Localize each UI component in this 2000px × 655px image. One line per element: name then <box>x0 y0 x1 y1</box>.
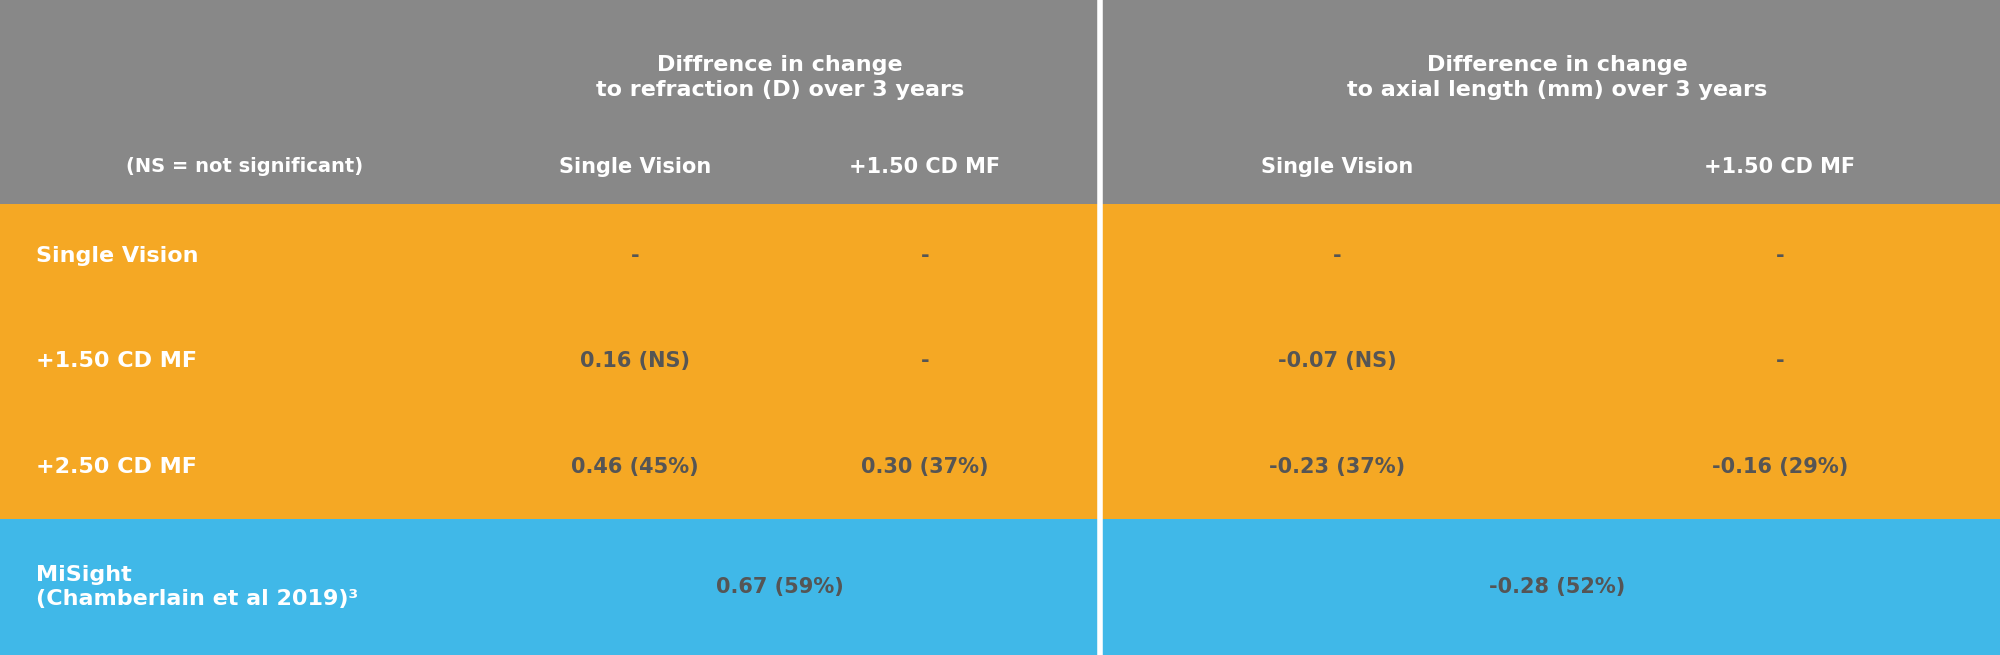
Text: 0.16 (NS): 0.16 (NS) <box>580 352 690 371</box>
Bar <box>0 414 2000 519</box>
Text: -: - <box>920 352 930 371</box>
Bar <box>0 309 2000 414</box>
Text: -0.23 (37%): -0.23 (37%) <box>1270 457 1406 477</box>
Text: -: - <box>1776 352 1784 371</box>
Text: Single Vision: Single Vision <box>1262 157 1414 177</box>
Text: -: - <box>920 246 930 266</box>
Text: -: - <box>630 246 640 266</box>
Text: Diffrence in change
to refraction (D) over 3 years: Diffrence in change to refraction (D) ov… <box>596 54 964 100</box>
Text: +1.50 CD MF: +1.50 CD MF <box>850 157 1000 177</box>
Bar <box>0 0 2000 204</box>
Text: 0.30 (37%): 0.30 (37%) <box>862 457 988 477</box>
Text: -: - <box>1334 246 1342 266</box>
Text: (NS = not significant): (NS = not significant) <box>126 157 364 176</box>
Text: -0.16 (29%): -0.16 (29%) <box>1712 457 1848 477</box>
Text: Difference in change
to axial length (mm) over 3 years: Difference in change to axial length (mm… <box>1348 54 1768 100</box>
Text: 0.46 (45%): 0.46 (45%) <box>572 457 698 477</box>
Text: MiSight
(Chamberlain et al 2019)³: MiSight (Chamberlain et al 2019)³ <box>36 565 358 609</box>
Text: -: - <box>1776 246 1784 266</box>
Text: -0.07 (NS): -0.07 (NS) <box>1278 352 1396 371</box>
Text: +1.50 CD MF: +1.50 CD MF <box>36 352 196 371</box>
Bar <box>0 204 2000 309</box>
Text: +2.50 CD MF: +2.50 CD MF <box>36 457 196 477</box>
Text: Single Vision: Single Vision <box>558 157 712 177</box>
Text: +1.50 CD MF: +1.50 CD MF <box>1704 157 1856 177</box>
Text: -0.28 (52%): -0.28 (52%) <box>1490 577 1626 597</box>
Text: Single Vision: Single Vision <box>36 246 198 266</box>
Bar <box>0 519 2000 655</box>
Text: 0.67 (59%): 0.67 (59%) <box>716 577 844 597</box>
